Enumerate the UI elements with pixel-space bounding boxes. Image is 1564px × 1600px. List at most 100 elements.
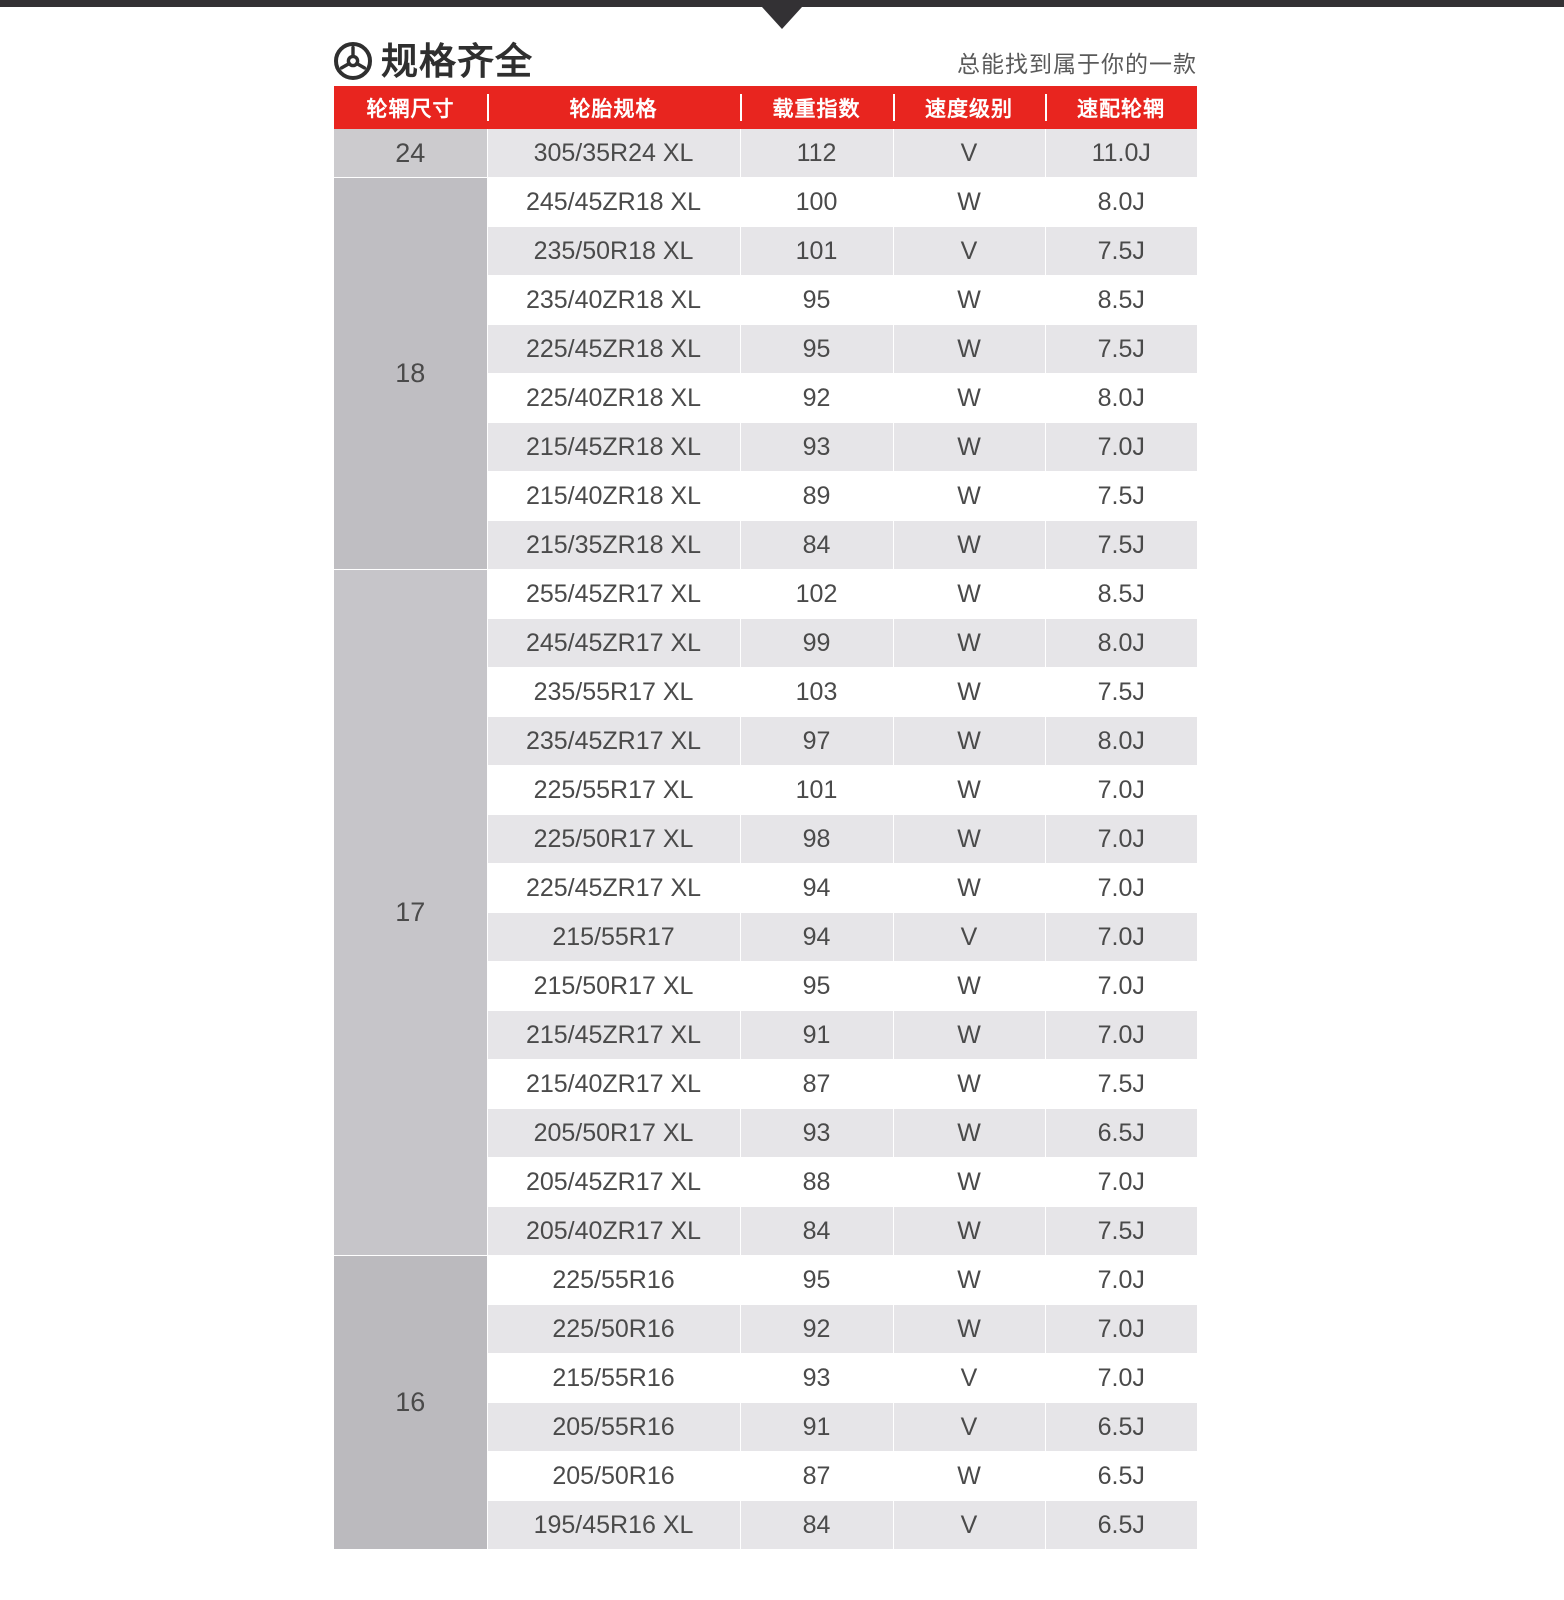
table-row: 225/45ZR18 XL 95 W 7.5J bbox=[334, 324, 1197, 374]
cell-load-index: 97 bbox=[740, 716, 894, 766]
cell-matching-rim: 7.5J bbox=[1045, 226, 1197, 276]
cell-matching-rim: 6.5J bbox=[1045, 1108, 1197, 1158]
cell-tire-spec: 245/45ZR18 XL bbox=[487, 177, 741, 227]
cell-load-index: 93 bbox=[740, 422, 894, 472]
cell-matching-rim: 7.0J bbox=[1045, 961, 1197, 1011]
cell-load-index: 88 bbox=[740, 1157, 894, 1207]
cell-matching-rim: 7.0J bbox=[1045, 1255, 1197, 1305]
cell-tire-spec: 235/55R17 XL bbox=[487, 667, 741, 717]
cell-matching-rim: 7.5J bbox=[1045, 324, 1197, 374]
cell-speed-rating: W bbox=[893, 1108, 1046, 1158]
cell-matching-rim: 7.5J bbox=[1045, 471, 1197, 521]
cell-tire-spec: 225/55R17 XL bbox=[487, 765, 741, 815]
tire-wheel-icon bbox=[334, 42, 372, 80]
cell-tire-spec: 205/40ZR17 XL bbox=[487, 1206, 741, 1256]
cell-speed-rating: W bbox=[893, 422, 1046, 472]
cell-tire-spec: 205/50R16 bbox=[487, 1451, 741, 1501]
cell-speed-rating: W bbox=[893, 1304, 1046, 1354]
table-row: 225/50R17 XL 98 W 7.0J bbox=[334, 814, 1197, 864]
table-row: 215/45ZR17 XL 91 W 7.0J bbox=[334, 1010, 1197, 1060]
cell-tire-spec: 215/45ZR17 XL bbox=[487, 1010, 741, 1060]
cell-tire-spec: 195/45R16 XL bbox=[487, 1500, 741, 1550]
cell-load-index: 101 bbox=[740, 765, 894, 815]
cell-speed-rating: W bbox=[893, 471, 1046, 521]
cell-speed-rating: W bbox=[893, 1255, 1046, 1305]
cell-load-index: 87 bbox=[740, 1451, 894, 1501]
table-row: 235/45ZR17 XL 97 W 8.0J bbox=[334, 716, 1197, 766]
cell-matching-rim: 7.5J bbox=[1045, 1206, 1197, 1256]
page-title: 规格齐全 bbox=[381, 40, 533, 82]
cell-speed-rating: W bbox=[893, 373, 1046, 423]
column-header-matching-rim: 速配轮辋 bbox=[1045, 86, 1197, 129]
cell-tire-spec: 205/55R16 bbox=[487, 1402, 741, 1452]
table-row: 225/45ZR17 XL 94 W 7.0J bbox=[334, 863, 1197, 913]
cell-tire-spec: 225/50R16 bbox=[487, 1304, 741, 1354]
table-row: 215/35ZR18 XL 84 W 7.5J bbox=[334, 520, 1197, 570]
rim-size-group-cell: 18 bbox=[334, 177, 488, 570]
top-divider-bar bbox=[0, 0, 1564, 7]
cell-load-index: 92 bbox=[740, 373, 894, 423]
table-row: 205/50R17 XL 93 W 6.5J bbox=[334, 1108, 1197, 1158]
cell-tire-spec: 215/50R17 XL bbox=[487, 961, 741, 1011]
cell-matching-rim: 11.0J bbox=[1045, 129, 1197, 178]
cell-matching-rim: 6.5J bbox=[1045, 1500, 1197, 1550]
table-row: 215/40ZR18 XL 89 W 7.5J bbox=[334, 471, 1197, 521]
cell-tire-spec: 225/40ZR18 XL bbox=[487, 373, 741, 423]
cell-speed-rating: V bbox=[893, 226, 1046, 276]
cell-load-index: 93 bbox=[740, 1353, 894, 1403]
cell-tire-spec: 235/45ZR17 XL bbox=[487, 716, 741, 766]
table-row: 215/55R16 93 V 7.0J bbox=[334, 1353, 1197, 1403]
table-row: 205/40ZR17 XL 84 W 7.5J bbox=[334, 1206, 1197, 1256]
cell-load-index: 91 bbox=[740, 1402, 894, 1452]
cell-speed-rating: W bbox=[893, 569, 1046, 619]
cell-tire-spec: 225/50R17 XL bbox=[487, 814, 741, 864]
rim-size-group-cell: 16 bbox=[334, 1255, 488, 1550]
cell-tire-spec: 215/40ZR17 XL bbox=[487, 1059, 741, 1109]
table-row: 205/50R16 87 W 6.5J bbox=[334, 1451, 1197, 1501]
cell-matching-rim: 8.0J bbox=[1045, 618, 1197, 668]
cell-speed-rating: W bbox=[893, 177, 1046, 227]
cell-tire-spec: 215/45ZR18 XL bbox=[487, 422, 741, 472]
column-header-load-index: 载重指数 bbox=[740, 86, 893, 129]
tire-spec-table: 轮辋尺寸 轮胎规格 载重指数 速度级别 速配轮辋 24 305/35R24 XL 1… bbox=[334, 86, 1197, 1550]
table-row: 225/50R16 92 W 7.0J bbox=[334, 1304, 1197, 1354]
table-row: 215/45ZR18 XL 93 W 7.0J bbox=[334, 422, 1197, 472]
rim-size-group-cell: 17 bbox=[334, 569, 488, 1256]
cell-tire-spec: 215/55R16 bbox=[487, 1353, 741, 1403]
cell-speed-rating: W bbox=[893, 667, 1046, 717]
table-row: 245/45ZR17 XL 99 W 8.0J bbox=[334, 618, 1197, 668]
cell-matching-rim: 7.5J bbox=[1045, 520, 1197, 570]
table-row: 205/55R16 91 V 6.5J bbox=[334, 1402, 1197, 1452]
cell-speed-rating: V bbox=[893, 129, 1046, 178]
table-row: 235/50R18 XL 101 V 7.5J bbox=[334, 226, 1197, 276]
cell-load-index: 87 bbox=[740, 1059, 894, 1109]
cell-load-index: 94 bbox=[740, 912, 894, 962]
cell-tire-spec: 215/35ZR18 XL bbox=[487, 520, 741, 570]
top-notch-triangle-icon bbox=[762, 7, 802, 29]
cell-tire-spec: 235/50R18 XL bbox=[487, 226, 741, 276]
cell-speed-rating: W bbox=[893, 1206, 1046, 1256]
cell-load-index: 99 bbox=[740, 618, 894, 668]
cell-matching-rim: 8.5J bbox=[1045, 275, 1197, 325]
cell-speed-rating: W bbox=[893, 618, 1046, 668]
cell-matching-rim: 7.0J bbox=[1045, 422, 1197, 472]
table-row: 215/55R17 94 V 7.0J bbox=[334, 912, 1197, 962]
cell-speed-rating: V bbox=[893, 1353, 1046, 1403]
cell-load-index: 95 bbox=[740, 275, 894, 325]
cell-speed-rating: V bbox=[893, 1402, 1046, 1452]
cell-speed-rating: V bbox=[893, 912, 1046, 962]
cell-load-index: 103 bbox=[740, 667, 894, 717]
cell-load-index: 112 bbox=[740, 129, 894, 178]
cell-matching-rim: 7.0J bbox=[1045, 912, 1197, 962]
cell-speed-rating: W bbox=[893, 1059, 1046, 1109]
cell-matching-rim: 7.5J bbox=[1045, 1059, 1197, 1109]
table-row: 225/55R17 XL 101 W 7.0J bbox=[334, 765, 1197, 815]
cell-tire-spec: 235/40ZR18 XL bbox=[487, 275, 741, 325]
cell-matching-rim: 7.0J bbox=[1045, 1157, 1197, 1207]
cell-load-index: 84 bbox=[740, 1500, 894, 1550]
table-row: 235/40ZR18 XL 95 W 8.5J bbox=[334, 275, 1197, 325]
cell-speed-rating: W bbox=[893, 765, 1046, 815]
table-row: 205/45ZR17 XL 88 W 7.0J bbox=[334, 1157, 1197, 1207]
table-row: 215/40ZR17 XL 87 W 7.5J bbox=[334, 1059, 1197, 1109]
cell-load-index: 94 bbox=[740, 863, 894, 913]
